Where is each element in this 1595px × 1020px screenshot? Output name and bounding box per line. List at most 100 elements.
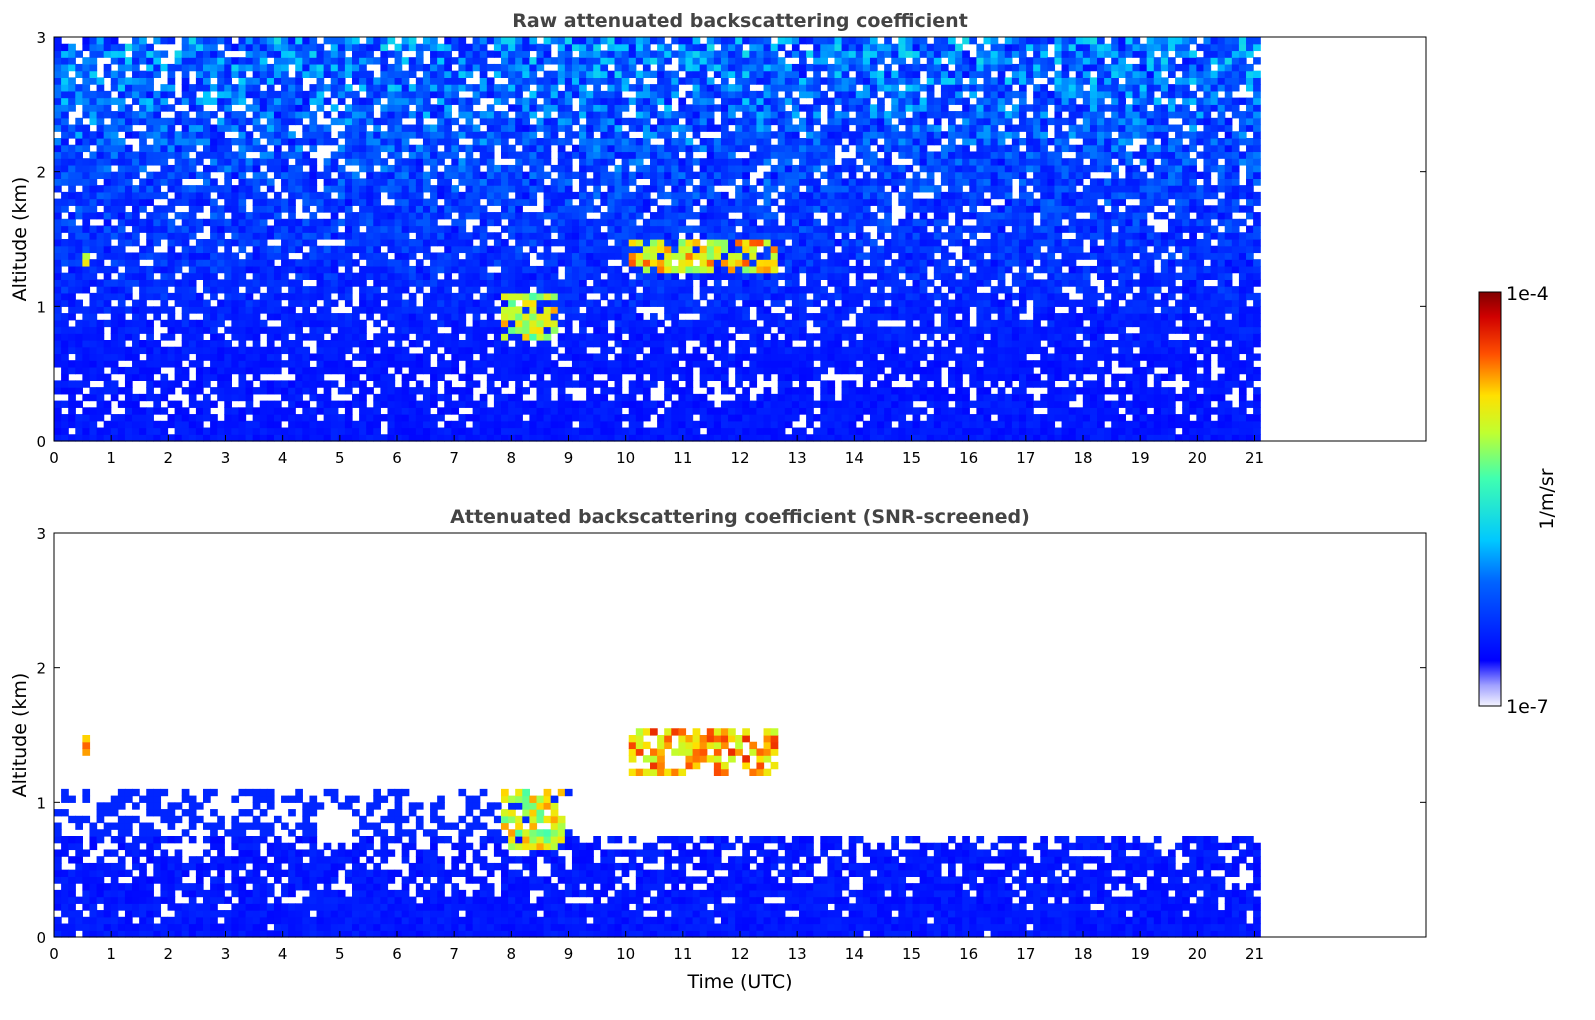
heatmap-cell bbox=[231, 239, 240, 247]
heatmap-cell bbox=[465, 340, 474, 348]
heatmap-cell bbox=[713, 138, 722, 146]
heatmap-cell bbox=[564, 151, 573, 159]
heatmap-cell bbox=[543, 306, 552, 314]
heatmap-cell bbox=[103, 272, 112, 280]
heatmap-cell bbox=[607, 131, 616, 139]
heatmap-cell bbox=[685, 286, 694, 294]
heatmap-cell bbox=[68, 259, 76, 267]
heatmap-cell bbox=[735, 124, 743, 132]
heatmap-cell bbox=[685, 407, 694, 415]
heatmap-cell bbox=[295, 57, 303, 65]
heatmap-cell bbox=[174, 158, 183, 166]
heatmap-cell bbox=[642, 138, 651, 146]
heatmap-cell bbox=[281, 313, 289, 321]
heatmap-cell bbox=[245, 299, 254, 307]
heatmap-cell bbox=[309, 50, 318, 58]
heatmap-cell bbox=[451, 353, 460, 361]
heatmap-cell bbox=[352, 50, 360, 58]
heatmap-cell bbox=[266, 306, 275, 314]
heatmap-cell bbox=[536, 212, 545, 220]
heatmap-cell bbox=[117, 414, 126, 422]
heatmap-cell bbox=[728, 138, 736, 146]
heatmap-cell bbox=[635, 272, 644, 280]
heatmap-cell bbox=[422, 77, 431, 85]
heatmap-cell bbox=[642, 366, 651, 375]
heatmap-cell bbox=[210, 164, 218, 173]
heatmap-cell bbox=[259, 239, 268, 247]
heatmap-cell bbox=[493, 434, 502, 442]
heatmap-cell bbox=[699, 77, 708, 85]
heatmap-cell bbox=[650, 333, 658, 341]
heatmap-cell bbox=[139, 77, 147, 85]
heatmap-cell bbox=[657, 360, 665, 368]
heatmap-cell bbox=[153, 407, 162, 415]
heatmap-cell bbox=[501, 171, 509, 179]
heatmap-cell bbox=[742, 77, 750, 85]
heatmap-cell bbox=[323, 407, 332, 415]
heatmap-cell bbox=[188, 232, 197, 240]
heatmap-cell bbox=[536, 151, 545, 159]
heatmap-cell bbox=[359, 306, 367, 314]
heatmap-cell bbox=[579, 245, 587, 254]
heatmap-cell bbox=[117, 319, 126, 328]
heatmap-cell bbox=[231, 366, 240, 375]
heatmap-cell bbox=[742, 205, 750, 213]
heatmap-cell bbox=[720, 171, 729, 179]
heatmap-cell bbox=[181, 306, 190, 314]
heatmap-cell bbox=[571, 360, 580, 368]
heatmap-cell bbox=[515, 63, 523, 72]
heatmap-cell bbox=[564, 353, 573, 361]
heatmap-cell bbox=[224, 407, 232, 415]
heatmap-cell bbox=[586, 265, 594, 274]
heatmap-cell bbox=[103, 97, 112, 105]
heatmap-cell bbox=[273, 90, 282, 99]
heatmap-cell bbox=[728, 272, 736, 280]
heatmap-cell bbox=[352, 272, 360, 280]
heatmap-cell bbox=[266, 245, 275, 254]
heatmap-cell bbox=[337, 50, 346, 58]
heatmap-cell bbox=[720, 286, 729, 294]
heatmap-cell bbox=[132, 90, 140, 99]
heatmap-cell bbox=[515, 97, 523, 105]
heatmap-cell bbox=[401, 360, 410, 368]
heatmap-cell bbox=[238, 117, 247, 126]
heatmap-cell bbox=[266, 299, 275, 307]
heatmap-cell bbox=[245, 90, 254, 99]
heatmap-cell bbox=[501, 84, 509, 92]
heatmap-cell bbox=[344, 57, 353, 65]
heatmap-cell bbox=[699, 124, 708, 132]
heatmap-cell bbox=[479, 158, 488, 166]
heatmap-cell bbox=[479, 218, 488, 227]
heatmap-cell bbox=[458, 272, 467, 280]
heatmap-cell bbox=[593, 400, 601, 408]
heatmap-cell bbox=[756, 427, 765, 435]
heatmap-cell bbox=[387, 420, 396, 429]
heatmap-cell bbox=[472, 232, 481, 240]
heatmap-cell bbox=[671, 407, 679, 415]
heatmap-cell bbox=[82, 178, 91, 186]
heatmap-cell bbox=[252, 57, 261, 65]
heatmap-cell bbox=[89, 407, 98, 415]
heatmap-cell bbox=[529, 57, 538, 65]
heatmap-cell bbox=[224, 366, 232, 375]
heatmap-cell bbox=[515, 232, 523, 240]
heatmap-cell bbox=[309, 252, 318, 260]
heatmap-cell bbox=[309, 272, 318, 280]
heatmap-cell bbox=[650, 380, 658, 388]
heatmap-cell bbox=[366, 387, 374, 395]
heatmap-cell bbox=[486, 144, 495, 153]
heatmap-cell bbox=[153, 292, 162, 301]
heatmap-cell bbox=[713, 164, 722, 173]
heatmap-cell bbox=[735, 70, 743, 78]
heatmap-cell bbox=[146, 434, 154, 442]
heatmap-cell bbox=[352, 366, 360, 375]
heatmap-cell bbox=[437, 57, 445, 65]
heatmap-cell bbox=[252, 279, 261, 287]
heatmap-cell bbox=[281, 218, 289, 227]
heatmap-cell bbox=[380, 306, 389, 314]
heatmap-cell bbox=[188, 380, 197, 388]
heatmap-cell bbox=[564, 279, 573, 287]
heatmap-cell bbox=[82, 434, 91, 442]
heatmap-cell bbox=[735, 259, 743, 267]
heatmap-cell bbox=[352, 225, 360, 233]
